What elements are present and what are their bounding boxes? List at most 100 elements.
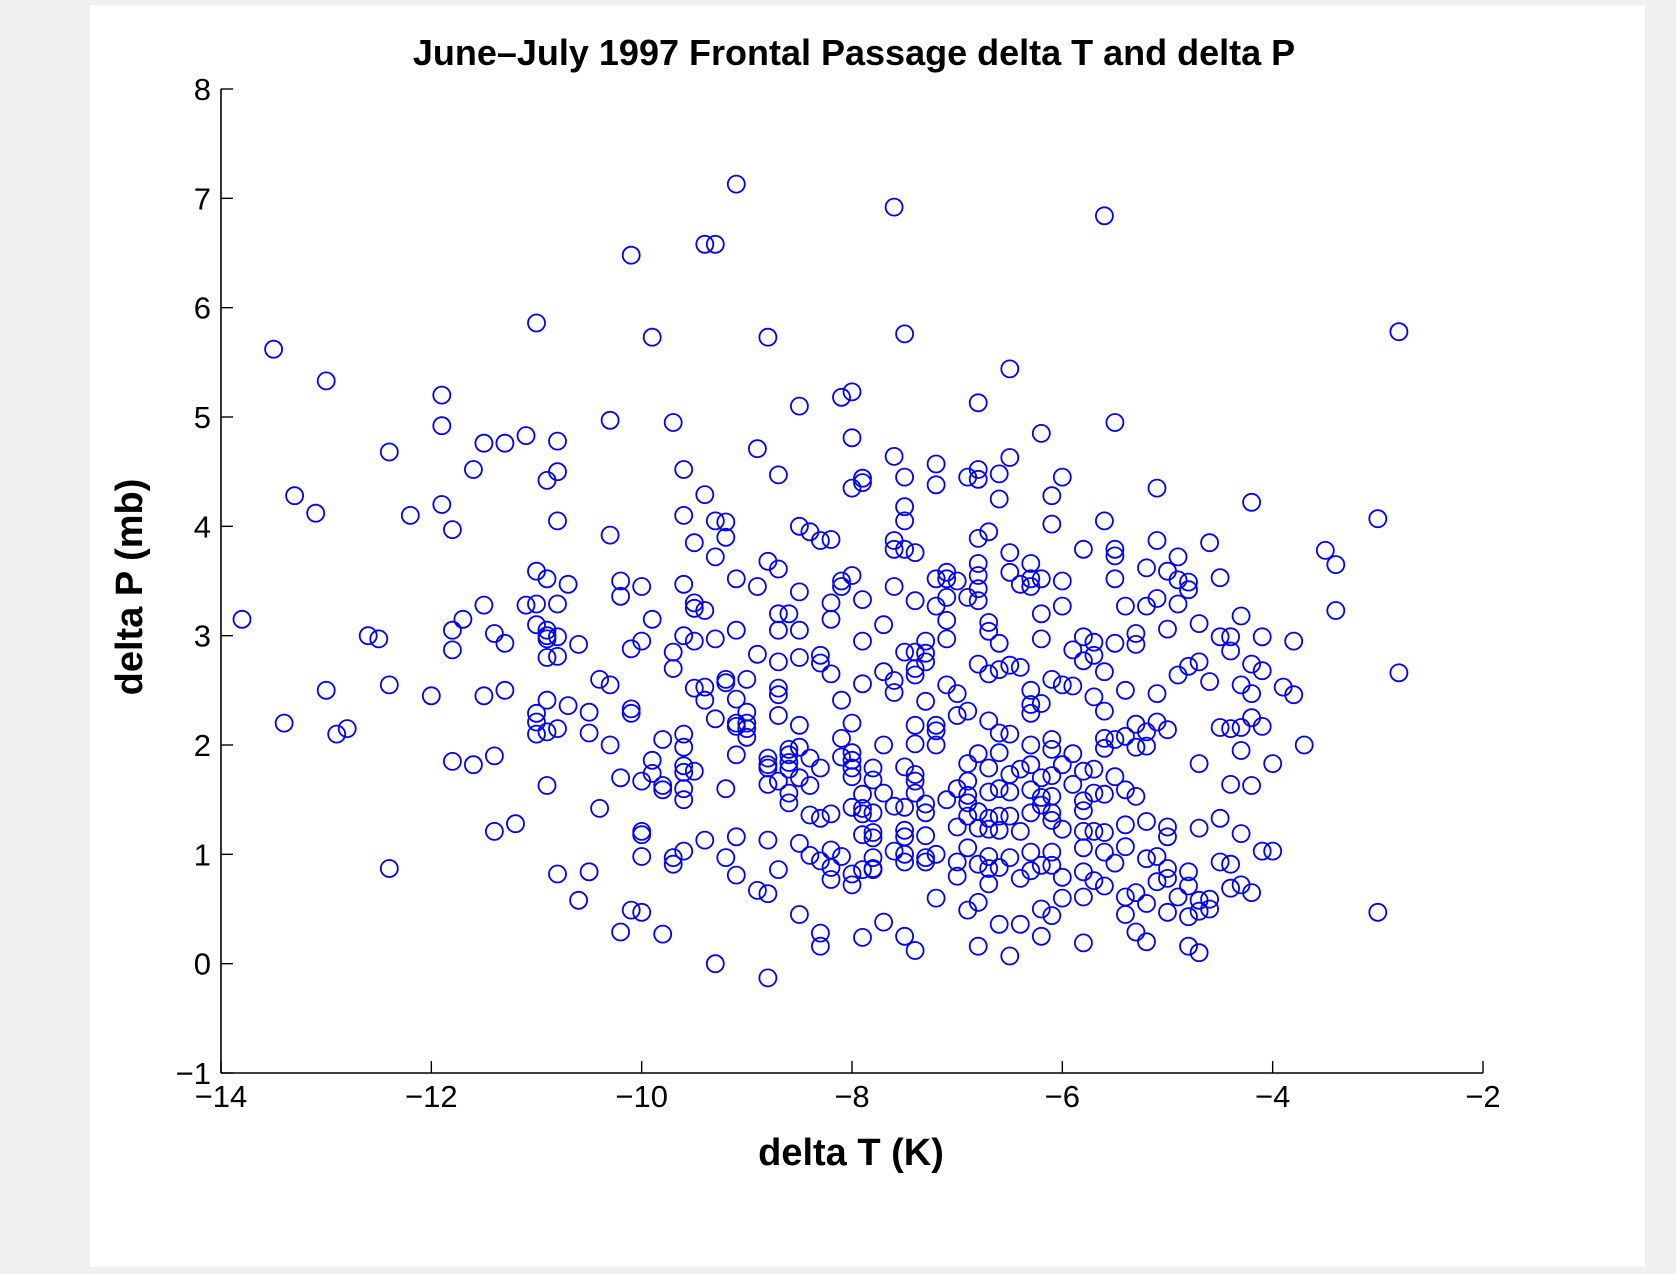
chart-title: June–July 1997 Frontal Passage delta T a… [413,32,1295,73]
data-point [695,830,715,850]
data-point [1042,803,1062,823]
data-point [916,652,935,672]
data-point [842,797,862,817]
data-point [1000,782,1020,802]
data-point [232,609,252,629]
data-point [779,783,799,803]
data-point [1042,670,1062,689]
data-point [632,847,652,866]
data-point [621,245,641,265]
data-point [316,680,336,700]
data-point [600,410,620,430]
data-point [884,683,904,702]
data-point [569,890,589,910]
data-point [1095,784,1114,804]
data-point [484,822,504,841]
data-point [1294,735,1314,755]
data-point [548,594,567,614]
data-point [811,531,830,550]
data-point [779,740,799,759]
data-point [842,478,862,498]
data-point [779,604,799,624]
data-point [989,464,1009,484]
y-tick-label: 0 [194,947,211,982]
data-point [579,702,599,722]
data-point [1021,703,1041,723]
data-point [748,644,767,664]
data-point [474,433,494,453]
x-tick-label: −2 [1465,1079,1500,1114]
data-point [663,659,683,678]
data-point [548,431,567,451]
data-point [1021,569,1041,589]
data-point [1252,661,1272,681]
data-point [1052,819,1072,839]
data-point [916,794,935,814]
data-point [947,684,967,703]
data-point [1168,547,1188,567]
data-point [1137,849,1156,869]
data-point [947,817,967,837]
data-point [1074,627,1093,647]
data-point [716,848,736,867]
data-point [674,841,694,861]
data-point [748,881,767,900]
data-point [379,675,399,695]
data-point [811,808,830,828]
data-point [1168,887,1188,907]
data-point [1137,932,1156,952]
data-point [895,497,914,517]
data-point [832,847,851,866]
data-point [968,566,988,585]
data-point [916,826,935,846]
data-point [705,511,725,531]
data-point [895,926,914,946]
data-point [653,924,673,944]
data-point [1221,854,1240,874]
data-point [832,387,851,407]
data-point [1084,687,1104,707]
data-point [1231,675,1251,695]
data-point [769,860,788,879]
data-point [1000,359,1020,379]
data-point [1010,574,1030,594]
data-point [1126,883,1146,902]
data-point [842,382,862,402]
data-point [916,691,935,711]
data-point [274,713,294,733]
data-point [1052,675,1072,695]
data-point [1084,871,1104,890]
data-point [1031,694,1051,713]
data-point [1242,883,1261,902]
data-point [674,779,694,799]
data-point [884,577,904,596]
data-point [495,433,515,453]
data-point [968,393,988,413]
data-point [527,712,546,732]
data-point [1210,568,1230,588]
data-point [1284,685,1304,705]
data-point [989,743,1009,763]
data-point [737,713,757,733]
data-point [926,735,946,755]
data-point [968,936,988,956]
data-point [853,784,872,804]
data-point [842,864,862,884]
data-point [905,659,925,678]
data-point [884,197,904,217]
data-point [548,511,567,531]
data-point [905,765,925,784]
data-point [758,748,778,768]
data-point [1010,658,1030,677]
data-point [705,547,725,567]
data-point [1315,541,1335,560]
data-point [1147,478,1167,498]
data-point [979,874,999,894]
data-point [474,595,494,615]
data-point [832,577,851,596]
data-point [758,884,778,904]
data-point [842,875,862,895]
data-point [1221,719,1240,738]
data-point [1031,788,1051,807]
data-point [1105,413,1125,432]
